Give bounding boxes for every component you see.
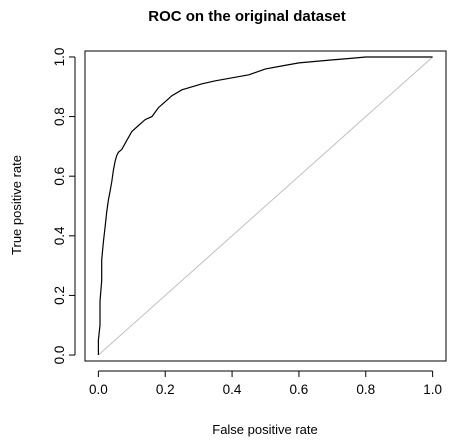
y-tick-label: 0.0: [52, 346, 67, 365]
chart-title: ROC on the original dataset: [148, 8, 346, 25]
y-tick-label: 0.4: [52, 226, 67, 245]
y-axis-label: True positive rate: [9, 155, 24, 255]
x-tick-label: 0.8: [356, 382, 375, 397]
x-tick-label: 1.0: [423, 382, 442, 397]
x-tick-label: 0.0: [89, 382, 108, 397]
y-tick-label: 0.6: [52, 167, 67, 186]
y-tick-label: 0.2: [52, 286, 67, 305]
y-axis: 0.0 0.2 0.4 0.6 0.8 1.0: [52, 48, 76, 365]
plot-frame: [84, 50, 447, 362]
x-axis-label: False positive rate: [212, 422, 318, 437]
reference-diagonal-line: [98, 56, 433, 356]
plot-area: [84, 50, 447, 362]
x-tick-label: 0.2: [156, 382, 175, 397]
roc-curve: [97, 56, 433, 355]
y-tick-label: 1.0: [52, 48, 67, 67]
x-tick-label: 0.4: [223, 382, 242, 397]
x-axis: 0.0 0.2 0.4 0.6 0.8 1.0: [89, 370, 442, 397]
x-tick-label: 0.6: [290, 382, 309, 397]
y-tick-label: 0.8: [52, 107, 67, 126]
